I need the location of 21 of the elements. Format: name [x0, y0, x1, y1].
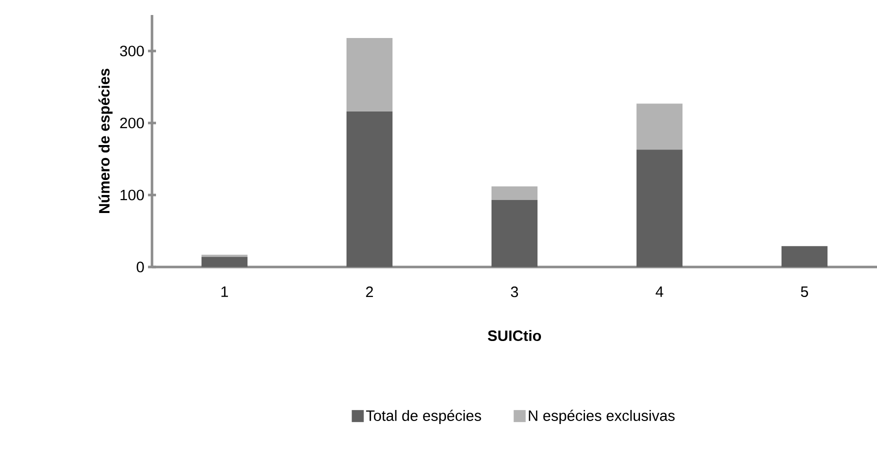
x-tick-label: 2 — [366, 286, 373, 298]
x-tick-label: 4 — [656, 286, 664, 297]
y-tick-label: 0 — [136, 262, 144, 272]
x-tick-label: 1 — [221, 286, 228, 297]
bar — [202, 256, 248, 267]
y-tick-label: 200 — [120, 118, 144, 128]
bar — [636, 150, 683, 267]
bar — [492, 200, 538, 267]
x-tick-label: 5 — [800, 286, 808, 297]
legend-label: N espécies exclusivas — [528, 410, 675, 424]
y-tick-label: 300 — [120, 46, 144, 56]
x-tick-label: 3 — [510, 286, 518, 298]
y-tick-label: 100 — [120, 190, 144, 200]
bar — [346, 111, 393, 267]
legend-label: Total de espécies — [366, 410, 482, 424]
y-axis-title: Número de espécies — [98, 68, 113, 213]
x-axis-title: SUICtio — [488, 330, 542, 342]
bar — [346, 38, 393, 112]
bar — [636, 104, 683, 150]
bar — [782, 246, 828, 267]
bar — [492, 186, 538, 200]
